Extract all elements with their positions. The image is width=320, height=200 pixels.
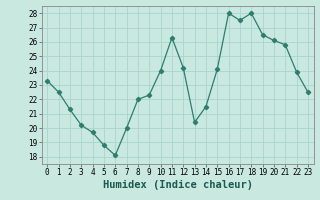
X-axis label: Humidex (Indice chaleur): Humidex (Indice chaleur) bbox=[103, 180, 252, 190]
